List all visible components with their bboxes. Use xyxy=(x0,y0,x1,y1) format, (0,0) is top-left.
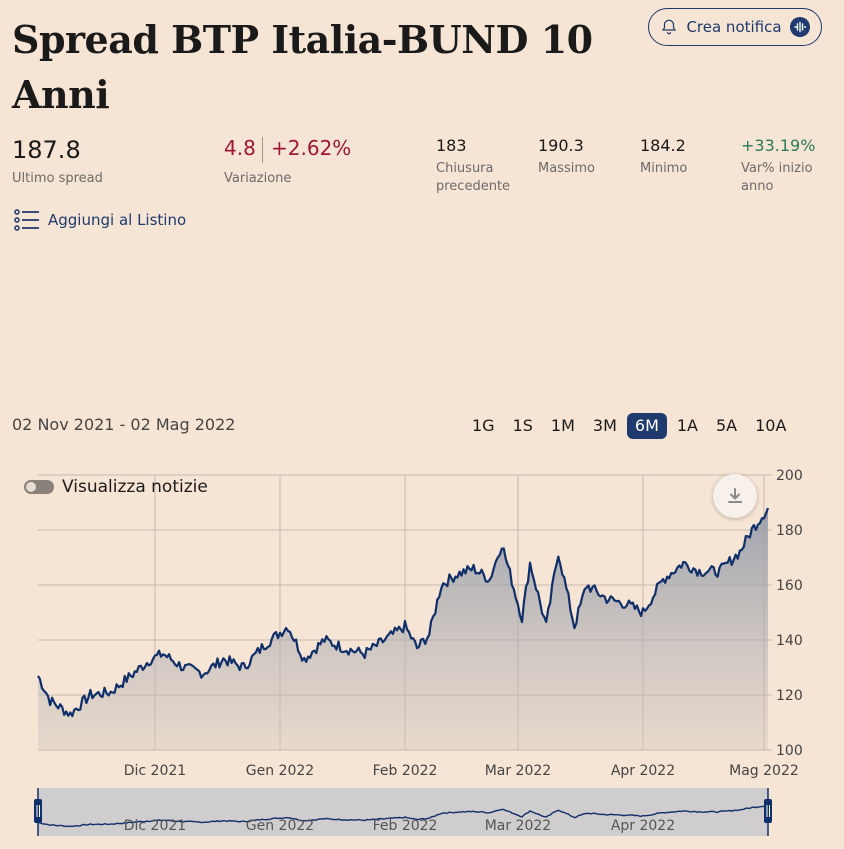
create-alert-button[interactable]: Crea notifica xyxy=(648,8,822,46)
period-1s[interactable]: 1S xyxy=(512,416,533,435)
news-toggle-label: Visualizza notizie xyxy=(62,477,208,497)
navigator-x-tick-label: Feb 2022 xyxy=(373,818,438,834)
change-divider xyxy=(262,137,263,163)
y-tick-label: 200 xyxy=(776,468,803,484)
add-to-watchlist-label: Aggiungi al Listino xyxy=(48,211,187,229)
x-axis: Dic 2021 Gen 2022 Feb 2022 Mar 2022 Apr 2022… xyxy=(124,763,799,779)
navigator-x-tick-label: Apr 2022 xyxy=(611,818,675,834)
navigator-x-axis: Dic 2021 Gen 2022 Feb 2022 Mar 2022 Apr 2022 xyxy=(124,818,675,834)
date-range-label: 02 Nov 2021 - 02 Mag 2022 xyxy=(12,415,236,434)
period-10a[interactable]: 10A xyxy=(755,416,787,435)
news-toggle-row: Visualizza notizie xyxy=(24,477,208,497)
change-label: Variazione xyxy=(224,171,292,186)
download-icon xyxy=(728,488,742,503)
spread-chart[interactable]: 100 120 140 160 180 200 Dic 2021 Gen 2022 Feb 2… xyxy=(0,459,844,849)
create-alert-label: Crea notifica xyxy=(686,18,782,36)
bell-icon xyxy=(662,19,677,35)
toggle-switch[interactable] xyxy=(24,480,54,494)
change-abs-value: 4.8 xyxy=(224,136,256,160)
ai-badge-icon xyxy=(789,17,810,37)
y-axis: 100 120 140 160 180 200 xyxy=(776,468,803,759)
navigator-line xyxy=(37,804,769,828)
prev-close-value: 183 xyxy=(436,136,467,155)
period-6m[interactable]: 6M xyxy=(626,413,667,439)
x-tick-label: Mag 2022 xyxy=(729,763,799,779)
navigator-x-tick-label: Dic 2021 xyxy=(124,818,186,834)
add-to-watchlist-link[interactable]: Aggiungi al Listino xyxy=(14,209,186,231)
y-tick-label: 180 xyxy=(776,523,803,539)
y-tick-label: 120 xyxy=(776,688,803,704)
last-spread-label: Ultimo spread xyxy=(12,171,103,186)
last-spread-value: 187.8 xyxy=(12,136,81,164)
navigator-window[interactable] xyxy=(38,788,768,836)
min-label: Minimo xyxy=(640,161,688,176)
page-title: Spread BTP Italia-BUND 10 Anni xyxy=(12,17,593,117)
change-pct-value: +2.62% xyxy=(271,136,352,160)
chart-line xyxy=(37,507,770,718)
navigator-right-handle[interactable] xyxy=(764,788,772,836)
period-3m[interactable]: 3M xyxy=(592,416,617,435)
y-tick-label: 140 xyxy=(776,633,803,649)
x-tick-label: Feb 2022 xyxy=(373,763,438,779)
x-tick-label: Apr 2022 xyxy=(611,763,675,779)
x-tick-label: Gen 2022 xyxy=(246,763,314,779)
y-tick-label: 160 xyxy=(776,578,803,594)
x-tick-label: Dic 2021 xyxy=(124,763,186,779)
navigator-x-tick-label: Mar 2022 xyxy=(485,818,552,834)
ytd-change-label: Var% inizio anno xyxy=(741,161,813,194)
min-value: 184.2 xyxy=(640,136,686,155)
ytd-change-value: +33.19% xyxy=(741,136,816,155)
chart-area xyxy=(38,508,768,750)
period-1g[interactable]: 1G xyxy=(472,416,495,435)
prev-close-label: Chiusura precedente xyxy=(436,161,511,194)
download-button[interactable] xyxy=(713,474,757,518)
period-1a[interactable]: 1A xyxy=(676,416,698,435)
period-1m[interactable]: 1M xyxy=(550,416,575,435)
period-5a[interactable]: 5A xyxy=(716,416,738,435)
y-tick-label: 100 xyxy=(776,743,803,759)
navigator-left-handle[interactable] xyxy=(34,788,42,836)
x-tick-label: Mar 2022 xyxy=(485,763,552,779)
list-icon xyxy=(14,209,39,231)
max-label: Massimo xyxy=(538,161,595,176)
navigator-x-tick-label: Gen 2022 xyxy=(246,818,314,834)
max-value: 190.3 xyxy=(538,136,584,155)
period-selector: 1G 1S 1M 3M 6M 1A 5A 10A xyxy=(464,413,796,439)
